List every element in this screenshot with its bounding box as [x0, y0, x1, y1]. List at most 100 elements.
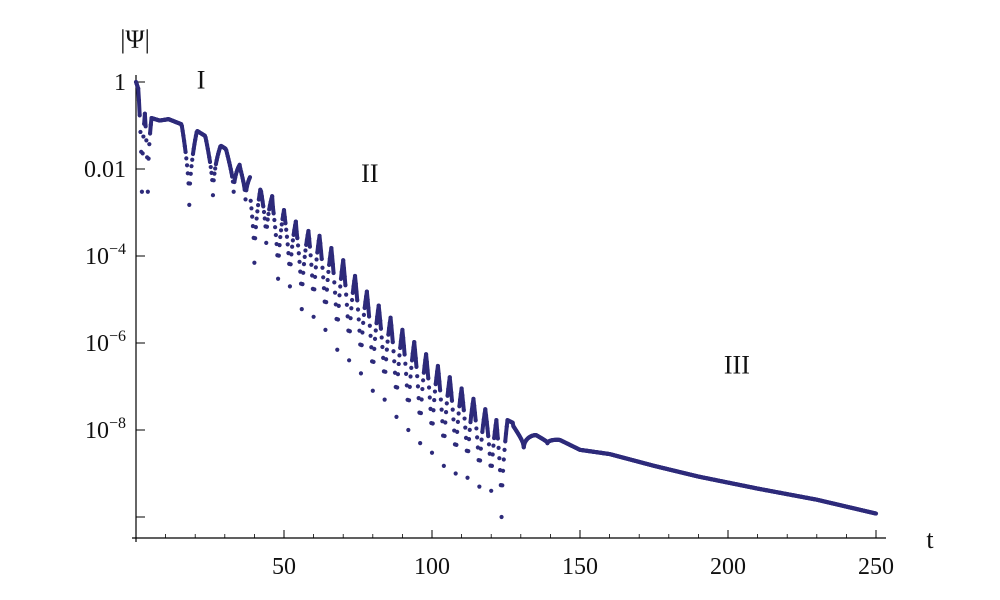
x-tick-label: 50 — [272, 554, 296, 580]
data-point — [462, 416, 467, 421]
data-point — [418, 440, 423, 446]
region-label-2: II — [361, 159, 378, 188]
data-point — [278, 228, 284, 233]
data-point — [421, 378, 426, 383]
data-point — [278, 234, 283, 240]
data-point — [231, 189, 236, 194]
data-point — [138, 129, 143, 135]
data-point — [309, 262, 314, 267]
data-point — [361, 312, 367, 317]
data-point — [395, 385, 400, 390]
data-point — [332, 280, 337, 285]
data-point — [373, 328, 378, 333]
data-point — [188, 171, 193, 176]
data-point — [431, 408, 436, 413]
data-point — [284, 234, 290, 239]
x-axis-label: t — [926, 525, 934, 554]
data-point — [256, 202, 261, 208]
data-point — [467, 427, 472, 432]
data-point — [403, 361, 408, 366]
labels: 50 100 150 200 25010.0110−410−610−8|Ψ|tIIIII… — [84, 25, 934, 580]
data-point — [455, 429, 460, 434]
data-point — [391, 349, 396, 354]
data-point — [248, 198, 253, 203]
data-point — [443, 420, 448, 425]
data-point — [301, 270, 306, 275]
data-point — [326, 269, 331, 275]
data-point — [379, 335, 384, 340]
data-point — [344, 302, 349, 307]
data-point — [359, 343, 364, 348]
data-point — [347, 329, 352, 334]
region-label-3: III — [724, 350, 750, 379]
data-point — [349, 306, 354, 311]
data-point — [140, 151, 145, 156]
data-point — [451, 417, 456, 422]
data-point — [380, 344, 385, 350]
data-point — [324, 300, 329, 305]
data-point — [301, 262, 307, 267]
x-tick-label: 200 — [710, 554, 746, 580]
data-point — [347, 358, 352, 363]
data-point — [372, 336, 378, 341]
data-point — [500, 468, 506, 473]
data-point — [284, 227, 289, 232]
data-point — [184, 163, 190, 168]
data-point — [382, 397, 387, 402]
axes — [132, 75, 886, 542]
data-point — [285, 242, 290, 247]
data-point — [372, 346, 377, 351]
data-point — [392, 359, 397, 364]
data-point — [277, 243, 282, 248]
data-point — [456, 411, 461, 416]
data-point — [419, 397, 424, 402]
data-point — [477, 484, 482, 489]
data-point — [146, 156, 151, 161]
y-tick-label: 10−8 — [85, 415, 126, 444]
data-point — [289, 252, 294, 257]
data-point — [299, 307, 304, 312]
data-point — [463, 425, 468, 430]
data-point — [144, 138, 149, 143]
data-point — [465, 475, 470, 480]
data-point — [427, 395, 432, 400]
data-point — [314, 257, 319, 262]
data-point — [313, 265, 318, 270]
data-point — [253, 225, 258, 230]
data-point — [454, 442, 459, 447]
data-point — [303, 248, 308, 253]
data-point — [429, 450, 435, 455]
data-point — [489, 488, 494, 493]
data-point — [426, 385, 432, 390]
data-point — [312, 274, 318, 280]
data-point — [348, 316, 353, 321]
data-point — [490, 452, 495, 457]
y-tick-label: 10−6 — [85, 328, 126, 357]
data-point — [139, 189, 145, 194]
data-point — [370, 388, 375, 393]
data-point — [266, 211, 271, 217]
series-line — [134, 81, 878, 516]
data-point — [255, 209, 260, 214]
data-point — [272, 217, 277, 223]
data-point — [302, 254, 307, 259]
data-point — [371, 359, 376, 364]
region-label-1: I — [197, 66, 206, 95]
data-point — [273, 225, 278, 230]
data-point — [210, 193, 216, 198]
data-point — [430, 421, 435, 426]
data-point — [187, 181, 193, 186]
data-point — [264, 240, 269, 246]
data-point — [288, 262, 293, 267]
data-point — [407, 384, 412, 389]
data-point — [396, 361, 401, 367]
data-point — [208, 164, 213, 170]
y-tick-label: 0.01 — [84, 157, 126, 183]
data-point — [211, 178, 216, 183]
data-point — [337, 293, 342, 298]
data-point — [479, 437, 484, 442]
data-point — [500, 483, 505, 488]
data-point — [360, 330, 365, 335]
data-point — [253, 236, 258, 241]
